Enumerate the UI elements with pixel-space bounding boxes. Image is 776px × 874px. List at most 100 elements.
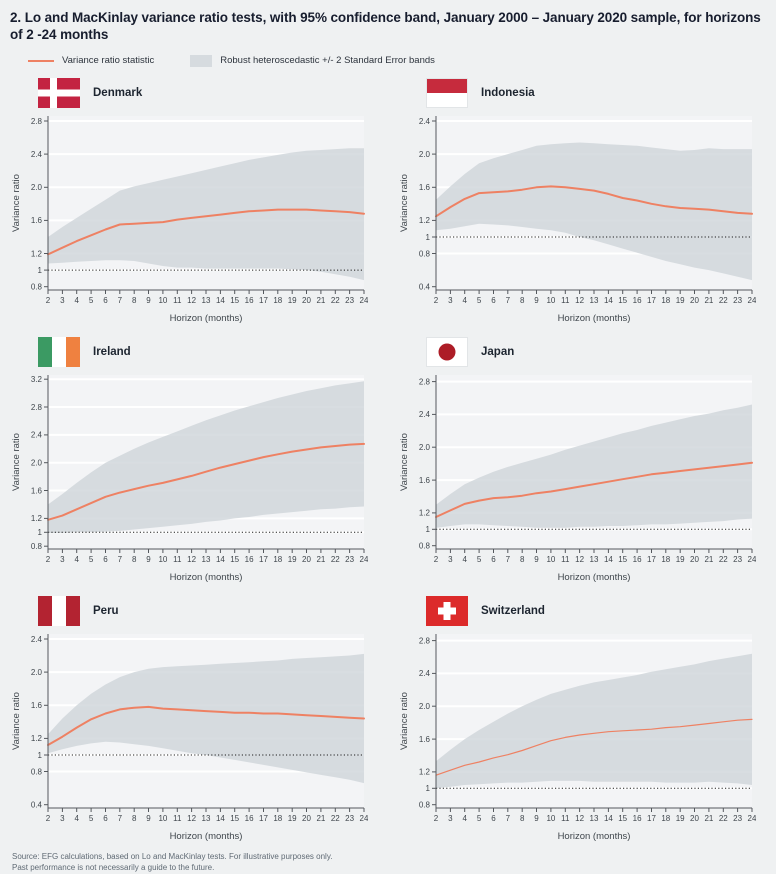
svg-text:2.8: 2.8 [419,377,431,386]
svg-text:0.4: 0.4 [419,282,431,291]
svg-text:10: 10 [546,555,555,564]
svg-text:2.4: 2.4 [419,410,431,419]
axes [432,633,753,812]
svg-text:2.0: 2.0 [31,458,43,467]
svg-text:9: 9 [146,814,151,823]
svg-text:7: 7 [506,814,511,823]
axes [44,633,365,812]
svg-text:21: 21 [704,555,713,564]
svg-text:1.6: 1.6 [419,183,431,192]
svg-text:20: 20 [302,555,311,564]
svg-text:1: 1 [38,528,43,537]
svg-text:24: 24 [360,814,368,823]
svg-text:24: 24 [360,296,368,305]
svg-text:1.6: 1.6 [31,216,43,225]
legend-item-band: Robust heteroscedastic +/- 2 Standard Er… [190,54,435,67]
svg-text:7: 7 [118,814,123,823]
svg-text:19: 19 [288,555,297,564]
svg-text:15: 15 [230,814,239,823]
svg-text:1: 1 [426,784,431,793]
subplot-japan: Japan 0.8 1 1.2 1.6 2.0 2.4 2.8 2 3 4 5 6 7 8 9 10 11 12 13… [398,330,766,587]
variance-ratio-line [435,185,753,218]
y-axis-label: Variance ratio [11,174,22,232]
svg-text:2: 2 [46,296,51,305]
svg-text:18: 18 [273,814,282,823]
svg-text:6: 6 [491,296,496,305]
tick-labels: 0.40.811.21.62.02.42 3 4 5 6 7 8 9 10 11 12 13 14 15 1… [419,117,757,305]
svg-text:0.8: 0.8 [31,542,43,551]
subplot-header-switzerland: Switzerland [426,595,766,628]
subplot-denmark: Denmark 0.8 1 1.2 1.6 2.0 2.4 2.8 2 3 4 5 6 7 8 9 10 11 12… [10,71,378,328]
svg-text:16: 16 [245,555,254,564]
svg-text:21: 21 [316,296,325,305]
svg-text:9: 9 [534,555,539,564]
svg-text:16: 16 [633,814,642,823]
svg-text:11: 11 [173,296,182,305]
svg-text:20: 20 [690,814,699,823]
chart-switzerland: 0.811.21.62.02.42.82 3 4 5 6 7 8 9 10 11 12 13 14 15 1… [399,633,757,842]
svg-text:12: 12 [575,555,584,564]
x-axis-label: Horizon (months) [170,572,243,582]
figure-title: 2. Lo and MacKinlay variance ratio tests… [10,10,761,42]
tick-labels: 0.811.21.62.02.42.82 3 4 5 6 7 8 9 10 11 12 13 14 15 1… [31,117,369,305]
svg-text:12: 12 [575,296,584,305]
svg-text:12: 12 [575,814,584,823]
svg-text:0.8: 0.8 [419,249,431,258]
confidence-band [48,381,364,533]
svg-text:21: 21 [316,555,325,564]
svg-text:21: 21 [704,296,713,305]
svg-text:18: 18 [661,814,670,823]
confidence-band [48,653,364,783]
axes [44,374,365,553]
svg-text:22: 22 [331,555,340,564]
svg-text:5: 5 [477,555,482,564]
svg-text:13: 13 [590,814,599,823]
svg-text:13: 13 [202,555,211,564]
variance-ratio-line [47,208,365,256]
svg-text:11: 11 [173,555,182,564]
svg-text:7: 7 [118,296,123,305]
svg-text:3.2: 3.2 [31,375,43,384]
svg-text:17: 17 [259,296,268,305]
svg-text:5: 5 [477,296,482,305]
svg-text:8: 8 [132,814,137,823]
svg-text:2.8: 2.8 [419,636,431,645]
svg-text:21: 21 [316,814,325,823]
svg-text:6: 6 [491,814,496,823]
svg-text:1.2: 1.2 [31,514,43,523]
country-label-ireland: Ireland [93,346,131,359]
svg-text:19: 19 [676,555,685,564]
svg-text:2: 2 [434,555,439,564]
svg-text:23: 23 [733,555,742,564]
svg-text:6: 6 [103,814,108,823]
svg-text:2: 2 [434,814,439,823]
svg-text:4: 4 [462,555,467,564]
country-label-indonesia: Indonesia [481,87,535,100]
svg-text:12: 12 [187,555,196,564]
y-axis-label: Variance ratio [11,433,22,491]
y-axis-label: Variance ratio [399,433,410,491]
svg-text:22: 22 [331,814,340,823]
svg-text:23: 23 [345,814,354,823]
subplot-header-ireland: Ireland [38,336,378,369]
x-axis-label: Horizon (months) [170,313,243,323]
axes [44,115,365,294]
svg-text:2.8: 2.8 [31,117,43,126]
svg-text:0.8: 0.8 [31,282,43,291]
country-label-peru: Peru [93,605,119,618]
svg-text:9: 9 [146,555,151,564]
svg-text:10: 10 [158,296,167,305]
svg-text:10: 10 [158,814,167,823]
svg-text:1.6: 1.6 [419,735,431,744]
svg-text:3: 3 [60,814,65,823]
svg-text:4: 4 [74,814,79,823]
x-axis-label: Horizon (months) [170,831,243,841]
svg-text:1: 1 [426,233,431,242]
switzerland-flag-icon [426,596,468,627]
svg-text:17: 17 [647,814,656,823]
svg-text:13: 13 [590,296,599,305]
source-line-1: Source: EFG calculations, based on Lo an… [12,851,333,861]
subplot-header-japan: Japan [426,336,766,369]
svg-text:0.8: 0.8 [419,541,431,550]
svg-text:19: 19 [288,814,297,823]
